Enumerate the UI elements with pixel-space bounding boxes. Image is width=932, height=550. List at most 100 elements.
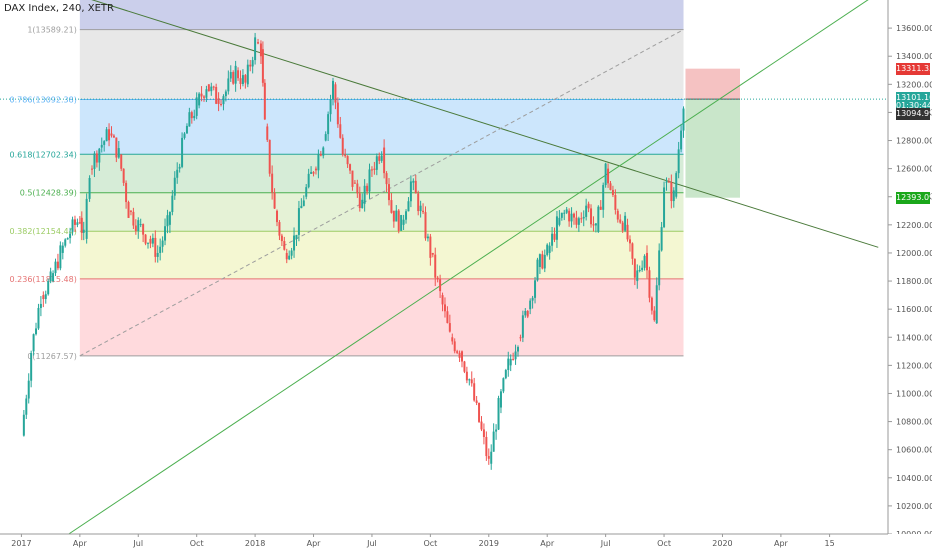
fib-zone-0.236: [79, 278, 684, 356]
candle-body: [273, 192, 276, 209]
candle-body: [105, 129, 108, 142]
candle-body: [526, 310, 529, 317]
candle-body: [568, 210, 571, 222]
price-tick-label: 11400.00: [896, 333, 932, 342]
candle-body: [650, 297, 653, 311]
candle-body: [353, 182, 356, 184]
trendline: [60, 0, 869, 541]
candle-body: [636, 270, 639, 282]
candle-body: [446, 311, 449, 324]
candle-body: [414, 180, 417, 194]
candle-body: [44, 294, 47, 300]
candle-body: [300, 205, 303, 209]
fib-level-label: 0.786(13092.38): [10, 95, 77, 104]
candle-body: [602, 185, 605, 210]
candle-body: [456, 351, 459, 353]
candle-body: [519, 337, 522, 339]
candle-body: [82, 229, 85, 233]
time-tick-label: Apr: [774, 539, 789, 548]
candle-body: [215, 86, 218, 104]
candle-body: [176, 169, 179, 178]
candle-body: [25, 398, 28, 415]
candle-body: [314, 168, 317, 171]
candle-body: [648, 270, 651, 298]
candle-body: [37, 307, 40, 329]
candle-body: [39, 303, 42, 308]
candle-body: [98, 148, 101, 163]
candle-body: [380, 155, 383, 161]
candle-body: [672, 190, 675, 202]
candle-body: [575, 217, 578, 225]
time-tick-label: Oct: [657, 539, 671, 548]
candle-body: [465, 371, 468, 381]
candle-body: [322, 147, 325, 156]
candle-body: [580, 218, 583, 220]
candle-body: [480, 421, 483, 430]
candle-body: [161, 240, 164, 247]
price-tick-label: 12000.00: [896, 249, 932, 258]
candle-body: [120, 154, 123, 169]
fib-zone-0.382: [79, 231, 684, 279]
candle-body: [422, 210, 425, 213]
candle-body: [419, 205, 422, 212]
candle-body: [538, 254, 541, 267]
position-stop-zone: [685, 68, 740, 100]
time-tick-label: Oct: [423, 539, 437, 548]
candle-body: [159, 246, 162, 253]
candle-body: [339, 124, 342, 138]
candle-body: [363, 185, 366, 204]
candle-body: [375, 156, 378, 170]
candle-body: [400, 215, 403, 231]
candle-body: [290, 250, 293, 256]
candle-body: [185, 125, 188, 134]
candle-body: [32, 334, 35, 352]
candle-body: [93, 153, 96, 169]
candle-body: [336, 102, 339, 125]
fib-level-label: 0.236(11815.48): [10, 275, 77, 284]
candle-body: [251, 60, 254, 67]
candle-body: [387, 184, 390, 201]
candle-body: [358, 193, 361, 209]
candle-body: [390, 200, 393, 213]
candle-body: [534, 280, 537, 298]
candle-body: [628, 239, 631, 244]
candle-body: [266, 126, 269, 140]
candle-body: [417, 193, 420, 212]
candle-body: [205, 89, 208, 98]
candle-body: [638, 269, 641, 271]
candle-body: [619, 219, 622, 223]
candle-body: [188, 112, 191, 127]
candle-body: [463, 361, 466, 372]
candle-body: [88, 177, 91, 199]
candle-body: [288, 255, 291, 260]
candle-body: [497, 398, 500, 430]
candle-body: [594, 223, 597, 226]
candle-body: [202, 96, 205, 98]
candle-body: [397, 210, 400, 231]
candle-body: [555, 216, 558, 240]
candle-body: [193, 115, 196, 119]
candle-body: [368, 169, 371, 192]
candle-body: [195, 97, 198, 116]
candle-body: [207, 84, 210, 92]
candle-body: [492, 431, 495, 452]
candle-body: [71, 219, 74, 232]
candle-body: [305, 187, 308, 197]
candle-body: [356, 183, 359, 194]
candle-body: [129, 210, 132, 212]
candle-body: [229, 72, 232, 79]
candle-body: [409, 181, 412, 202]
candle-body: [200, 93, 203, 97]
candle-body: [468, 379, 471, 381]
candle-body: [473, 383, 476, 401]
candle-body: [341, 137, 344, 155]
candle-body: [439, 279, 442, 292]
candle-body: [244, 75, 247, 83]
position-target-zone: [685, 99, 740, 198]
candle-body: [553, 233, 556, 240]
candle-body: [224, 91, 227, 97]
price-tick-label: 10800.00: [896, 418, 932, 427]
time-tick-label: Apr: [307, 539, 322, 548]
candle-body: [139, 224, 142, 226]
